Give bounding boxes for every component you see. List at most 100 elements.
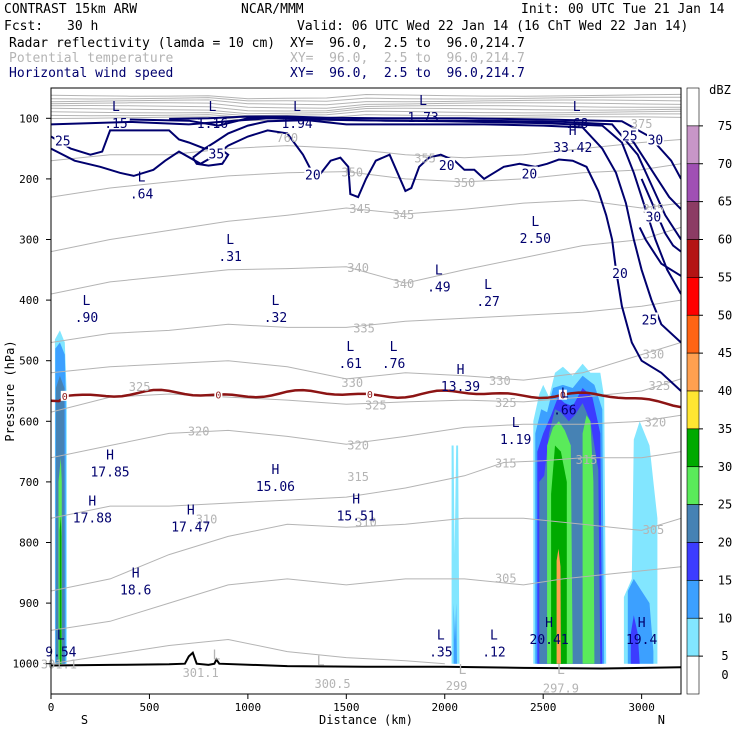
y-tick-label: 1000 — [13, 658, 40, 671]
extremum-value: .68 — [565, 117, 588, 132]
wind-label-bg — [438, 157, 456, 171]
y-tick-label: 900 — [19, 597, 39, 610]
extremum-value: 15.06 — [256, 480, 295, 495]
wind-speed-contour — [640, 178, 681, 253]
extremum-letter: H — [352, 493, 360, 508]
colorbar-label: 25 — [718, 498, 732, 512]
freezing-level-label: 0 — [560, 391, 566, 402]
y-tick-label: 100 — [19, 112, 39, 125]
freezing-level-gap — [365, 388, 374, 399]
extremum-value: 1.19 — [500, 433, 531, 448]
colorbar-unit: dBZ — [709, 83, 731, 97]
colorbar-swatch — [686, 428, 700, 468]
theta-contour-upper — [51, 93, 681, 100]
theta-label: 300.5 — [314, 677, 350, 691]
x-tick-label: 2500 — [530, 701, 557, 714]
colorbar-label: 50 — [718, 308, 732, 322]
model-title: CONTRAST 15km ARW — [4, 2, 138, 17]
wind-label: 25 — [55, 135, 71, 150]
wind-label: 20 — [305, 169, 321, 184]
wind-label-bg — [647, 132, 664, 146]
extremum-value: .61 — [339, 357, 362, 372]
theta-label: 310 — [355, 515, 377, 529]
wind-speed-contour — [191, 146, 230, 167]
extremum-letter: L — [573, 100, 581, 115]
freezing-level-gap — [558, 389, 567, 400]
colorbar-swatch — [686, 201, 700, 240]
colorbar-label: 70 — [718, 157, 732, 171]
extremum-letter: L — [346, 340, 354, 355]
wind-label: 30 — [646, 210, 662, 225]
theta-label: 355 — [414, 152, 436, 166]
wind-speed-contour — [638, 226, 681, 277]
extremum-value: .90 — [75, 311, 98, 326]
plot-frame — [50, 87, 682, 695]
x-tick-label: 1000 — [235, 701, 262, 714]
extremum-value: 1.94 — [281, 117, 312, 132]
colorbar-swatch — [686, 314, 700, 354]
theta-contour — [51, 566, 681, 631]
theta-label: 375 — [631, 117, 653, 131]
field-theta-name: Potential temperature — [9, 51, 174, 66]
colorbar-swatch — [686, 125, 700, 165]
y-tick-label: 500 — [19, 355, 39, 368]
extremum-letter: L — [83, 294, 91, 309]
extremum-letter: H — [88, 494, 96, 509]
freezing-level-label: 0 — [62, 392, 68, 403]
x-tick-label: 500 — [140, 701, 160, 714]
extremum-value: .31 — [218, 250, 241, 265]
colorbar-swatch — [686, 163, 700, 202]
colorbar-swatch — [686, 580, 700, 619]
extremum-letter: L — [531, 215, 539, 230]
extremum-value: .66 — [553, 403, 576, 418]
wind-label-bg — [645, 209, 662, 223]
extremum-value: 1.73 — [407, 111, 438, 126]
colorbar-swatch — [686, 239, 700, 278]
extremum-value: 19.4 — [626, 633, 657, 648]
y-tick-label: 600 — [19, 415, 39, 428]
extremum-letter: H — [106, 448, 114, 463]
wind-label-bg — [304, 167, 322, 181]
y-axis-title: Pressure (hPa) — [3, 340, 17, 441]
theta-label: 325 — [365, 398, 387, 412]
extremum-value: 1.16 — [197, 117, 228, 132]
x-tick-label: 0 — [48, 701, 55, 714]
theta-contour — [51, 299, 681, 343]
theta-label: 350 — [454, 176, 476, 190]
wind-speed-contour — [129, 116, 681, 241]
extremum-letter: H — [569, 124, 577, 139]
colorbar-swatch — [686, 504, 700, 543]
extremum-value: 13.39 — [441, 380, 480, 395]
theta-label: 305 — [643, 523, 665, 537]
extremum-value: 33.42 — [553, 141, 592, 156]
y-tick-label: 300 — [19, 234, 39, 247]
colorbar-label: 30 — [718, 460, 732, 474]
wind-label-bg — [54, 133, 72, 147]
theta-label: 325 — [129, 380, 151, 394]
theta-contour — [51, 378, 681, 413]
y-tick-label: 400 — [19, 294, 39, 307]
theta-low-letter: L — [557, 663, 565, 678]
x-end-label-north: N — [658, 713, 665, 727]
field-reflectivity-name: Radar reflectivity (lamda = 10 cm) — [9, 36, 276, 51]
extremum-value: .35 — [429, 645, 452, 660]
extremum-value: .27 — [476, 295, 499, 310]
theta-contour — [51, 517, 681, 592]
wind-label: 25 — [622, 129, 638, 144]
reflectivity-shade — [451, 445, 460, 664]
theta-label: 330 — [489, 374, 511, 388]
freezing-level-gap — [60, 390, 69, 401]
theta-contour — [51, 342, 681, 381]
theta-contour-upper — [51, 96, 681, 102]
terrain-line — [51, 651, 681, 670]
colorbar-label: 10 — [718, 611, 732, 625]
wind-label: 25 — [642, 313, 658, 328]
extremum-letter: L — [57, 628, 65, 643]
colorbar-swatch — [686, 617, 700, 657]
extremum-letter: L — [484, 278, 492, 293]
theta-low-letter: L — [459, 663, 467, 678]
extremum-letter: L — [209, 100, 217, 115]
extremum-letter: L — [437, 628, 445, 643]
theta-label: 325 — [495, 396, 517, 410]
extremum-letter: L — [419, 94, 427, 109]
